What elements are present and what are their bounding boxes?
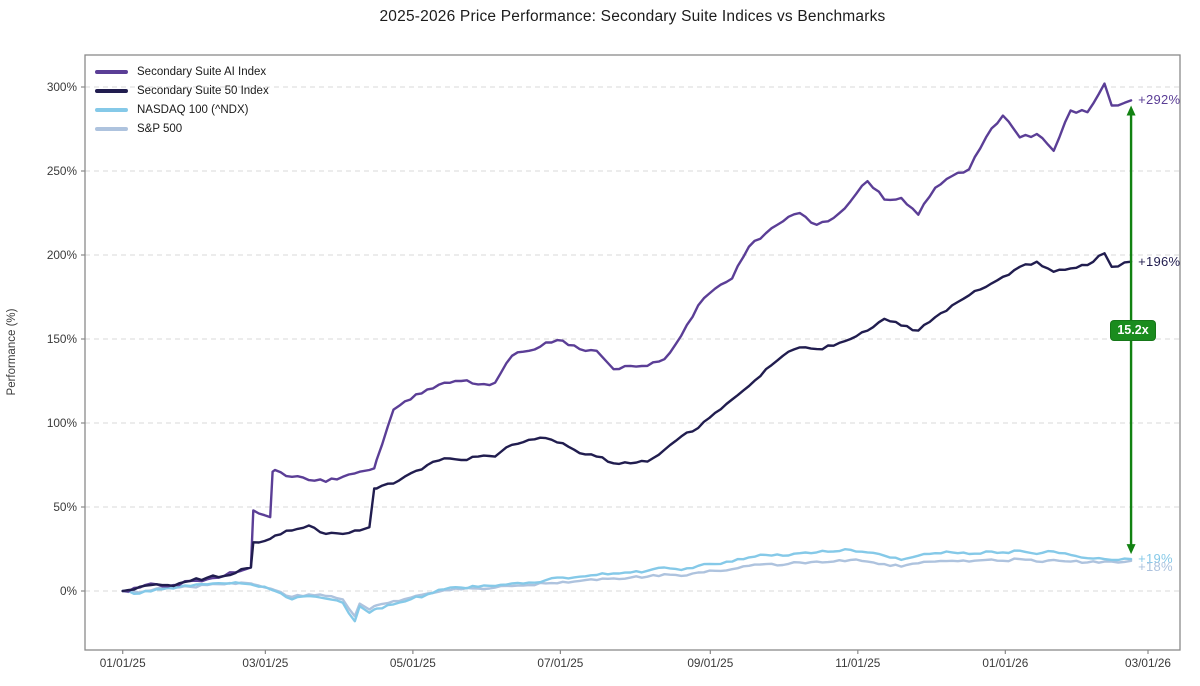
nasdaq-swatch	[95, 107, 128, 112]
chart-title: 2025-2026 Price Performance: Secondary S…	[379, 8, 886, 25]
y-axis-title: Performance (%)	[6, 308, 18, 396]
arrow-head-down	[1126, 544, 1136, 555]
x-tick-label: 03/01/25	[242, 656, 288, 670]
x-tick-label: 01/01/26	[982, 656, 1028, 670]
ai-index-label: Secondary Suite AI Index	[137, 65, 267, 78]
sp500-label: S&P 500	[137, 122, 183, 135]
y-tick-label: 100%	[47, 416, 78, 430]
series-line-3	[121, 557, 1133, 618]
nasdaq-label: NASDAQ 100 (^NDX)	[137, 103, 249, 116]
y-tick-label: 200%	[47, 248, 78, 262]
50-index-swatch	[95, 88, 128, 93]
y-tick-label: 50%	[53, 500, 77, 514]
legend-item-nasdaq: NASDAQ 100 (^NDX)	[95, 103, 269, 116]
arrow-head-up	[1126, 105, 1136, 116]
end-label-ai-index: +292%	[1138, 92, 1181, 108]
series-line-2	[121, 548, 1133, 623]
multiplier-badge: 15.2x	[1110, 320, 1156, 341]
x-tick-label: 11/01/25	[835, 656, 880, 670]
y-tick-label: 250%	[47, 164, 78, 178]
series-line-0	[121, 82, 1133, 593]
50-index-label: Secondary Suite 50 Index	[137, 84, 269, 97]
x-tick-label: 09/01/25	[687, 656, 733, 670]
y-tick-label: 0%	[60, 584, 78, 598]
ai-index-swatch	[95, 69, 128, 74]
x-tick-label: 07/01/25	[537, 656, 583, 670]
y-tick-label: 150%	[47, 332, 78, 346]
legend: Secondary Suite AI Index Secondary Suite…	[95, 65, 269, 135]
plot-border	[84, 54, 1181, 651]
end-label-sp500: +18%	[1138, 558, 1173, 574]
y-tick-label: 300%	[47, 80, 78, 94]
x-tick-label: 03/01/26	[1125, 656, 1171, 670]
x-tick-label: 05/01/25	[390, 656, 436, 670]
end-label-50-index: +196%	[1138, 253, 1181, 269]
end-label-nasdaq: +19%	[1138, 551, 1173, 567]
legend-item-50-index: Secondary Suite 50 Index	[95, 84, 269, 97]
series-line-1	[121, 252, 1133, 593]
legend-item-ai-index: Secondary Suite AI Index	[95, 65, 269, 78]
legend-item-sp500: S&P 500	[95, 122, 269, 135]
x-tick-label: 01/01/25	[100, 656, 146, 670]
sp500-swatch	[95, 126, 128, 131]
